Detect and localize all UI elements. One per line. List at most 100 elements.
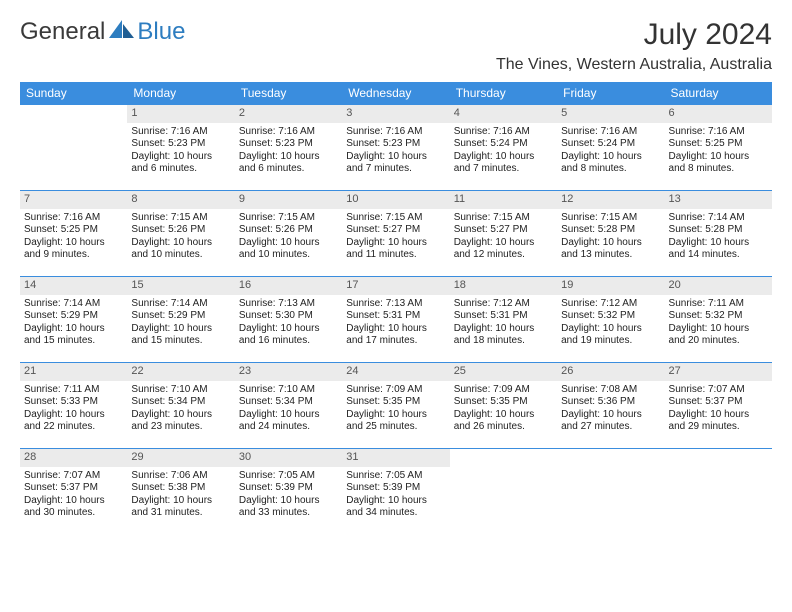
calendar-week-row: 21Sunrise: 7:11 AMSunset: 5:33 PMDayligh… <box>20 363 772 449</box>
day-number: 4 <box>450 105 557 123</box>
day-info-line: Sunset: 5:25 PM <box>24 224 123 237</box>
calendar-day-cell: 1Sunrise: 7:16 AMSunset: 5:23 PMDaylight… <box>127 105 234 191</box>
day-number: 20 <box>665 277 772 295</box>
dayname-sun: Sunday <box>20 82 127 105</box>
calendar-day-cell <box>665 449 772 535</box>
day-info-line: Sunrise: 7:15 AM <box>561 212 660 225</box>
day-info-line: Daylight: 10 hours and 7 minutes. <box>346 151 445 176</box>
day-info-line: Sunset: 5:23 PM <box>131 138 230 151</box>
dayname-sat: Saturday <box>665 82 772 105</box>
day-number: 25 <box>450 363 557 381</box>
day-number: 1 <box>127 105 234 123</box>
day-info-line: Sunset: 5:35 PM <box>346 396 445 409</box>
day-info-line: Sunrise: 7:16 AM <box>669 126 768 139</box>
calendar-body: 1Sunrise: 7:16 AMSunset: 5:23 PMDaylight… <box>20 105 772 535</box>
day-info-line: Sunrise: 7:11 AM <box>669 298 768 311</box>
day-info-line: Daylight: 10 hours and 9 minutes. <box>24 237 123 262</box>
calendar-day-cell: 11 Sunrise: 7:15 AMSunset: 5:27 PMDayligh… <box>450 191 557 277</box>
day-info-line: Sunset: 5:23 PM <box>346 138 445 151</box>
day-info-line: Sunrise: 7:10 AM <box>239 384 338 397</box>
day-info-line: Daylight: 10 hours and 10 minutes. <box>131 237 230 262</box>
day-number: 15 <box>127 277 234 295</box>
day-info-line: Sunset: 5:28 PM <box>561 224 660 237</box>
calendar-day-cell: 22Sunrise: 7:10 AMSunset: 5:34 PMDayligh… <box>127 363 234 449</box>
calendar-day-cell: 25Sunrise: 7:09 AMSunset: 5:35 PMDayligh… <box>450 363 557 449</box>
day-info-line: Sunrise: 7:14 AM <box>669 212 768 225</box>
day-info-line: Sunset: 5:32 PM <box>561 310 660 323</box>
day-info-line: Sunset: 5:24 PM <box>561 138 660 151</box>
day-info-line: Sunrise: 7:12 AM <box>454 298 553 311</box>
calendar-week-row: 28Sunrise: 7:07 AMSunset: 5:37 PMDayligh… <box>20 449 772 535</box>
calendar-day-cell: 19Sunrise: 7:12 AMSunset: 5:32 PMDayligh… <box>557 277 664 363</box>
day-info-line: Sunset: 5:25 PM <box>669 138 768 151</box>
day-info-line: Daylight: 10 hours and 31 minutes. <box>131 495 230 520</box>
day-number: 3 <box>342 105 449 123</box>
day-info-line: Daylight: 10 hours and 18 minutes. <box>454 323 553 348</box>
day-info-line: Daylight: 10 hours and 8 minutes. <box>669 151 768 176</box>
calendar-day-cell: 5Sunrise: 7:16 AMSunset: 5:24 PMDaylight… <box>557 105 664 191</box>
day-number: 29 <box>127 449 234 467</box>
month-title: July 2024 <box>496 18 772 52</box>
day-info-line: Sunrise: 7:15 AM <box>239 212 338 225</box>
day-number: 7 <box>20 191 127 209</box>
calendar-day-cell: 31Sunrise: 7:05 AMSunset: 5:39 PMDayligh… <box>342 449 449 535</box>
day-number: 23 <box>235 363 342 381</box>
day-info-line: Sunrise: 7:07 AM <box>669 384 768 397</box>
calendar-day-cell <box>557 449 664 535</box>
day-number: 19 <box>557 277 664 295</box>
dayname-wed: Wednesday <box>342 82 449 105</box>
day-info-line: Sunset: 5:37 PM <box>24 482 123 495</box>
day-info-line: Sunrise: 7:14 AM <box>131 298 230 311</box>
dayname-tue: Tuesday <box>235 82 342 105</box>
calendar-day-cell: 2Sunrise: 7:16 AMSunset: 5:23 PMDaylight… <box>235 105 342 191</box>
day-info-line: Sunset: 5:37 PM <box>669 396 768 409</box>
day-info-line: Daylight: 10 hours and 33 minutes. <box>239 495 338 520</box>
logo: General Blue <box>20 18 185 46</box>
day-info-line: Sunrise: 7:16 AM <box>24 212 123 225</box>
day-info-line: Sunset: 5:31 PM <box>454 310 553 323</box>
day-info-line: Sunrise: 7:10 AM <box>131 384 230 397</box>
calendar-day-cell: 16Sunrise: 7:13 AMSunset: 5:30 PMDayligh… <box>235 277 342 363</box>
day-info-line: Sunset: 5:27 PM <box>454 224 553 237</box>
day-number: 2 <box>235 105 342 123</box>
day-info-line: Daylight: 10 hours and 6 minutes. <box>131 151 230 176</box>
calendar-day-cell: 20Sunrise: 7:11 AMSunset: 5:32 PMDayligh… <box>665 277 772 363</box>
calendar-day-cell: 13Sunrise: 7:14 AMSunset: 5:28 PMDayligh… <box>665 191 772 277</box>
day-info-line: Daylight: 10 hours and 7 minutes. <box>454 151 553 176</box>
day-info-line: Daylight: 10 hours and 15 minutes. <box>131 323 230 348</box>
day-info-line: Sunset: 5:33 PM <box>24 396 123 409</box>
calendar-day-cell: 17Sunrise: 7:13 AMSunset: 5:31 PMDayligh… <box>342 277 449 363</box>
calendar-day-cell: 10Sunrise: 7:15 AMSunset: 5:27 PMDayligh… <box>342 191 449 277</box>
day-info-line: Daylight: 10 hours and 20 minutes. <box>669 323 768 348</box>
day-info-line: Daylight: 10 hours and 6 minutes. <box>239 151 338 176</box>
logo-text-blue: Blue <box>137 18 185 46</box>
calendar-day-cell <box>20 105 127 191</box>
day-info-line: Sunset: 5:36 PM <box>561 396 660 409</box>
location: The Vines, Western Australia, Australia <box>496 56 772 74</box>
calendar-day-cell: 14Sunrise: 7:14 AMSunset: 5:29 PMDayligh… <box>20 277 127 363</box>
day-info-line: Daylight: 10 hours and 26 minutes. <box>454 409 553 434</box>
day-number: 9 <box>235 191 342 209</box>
day-info-line: Sunrise: 7:05 AM <box>239 470 338 483</box>
day-info-line: Sunrise: 7:15 AM <box>131 212 230 225</box>
day-info-line: Daylight: 10 hours and 27 minutes. <box>561 409 660 434</box>
day-info-line: Sunset: 5:30 PM <box>239 310 338 323</box>
day-info-line: Daylight: 10 hours and 29 minutes. <box>669 409 768 434</box>
day-number: 22 <box>127 363 234 381</box>
day-number: 6 <box>665 105 772 123</box>
day-number: 14 <box>20 277 127 295</box>
day-number: 21 <box>20 363 127 381</box>
day-info-line: Sunset: 5:29 PM <box>24 310 123 323</box>
day-info-line: Sunrise: 7:07 AM <box>24 470 123 483</box>
calendar-table: Sunday Monday Tuesday Wednesday Thursday… <box>20 82 772 535</box>
day-info-line: Daylight: 10 hours and 12 minutes. <box>454 237 553 262</box>
day-info-line: Sunset: 5:39 PM <box>239 482 338 495</box>
day-info-line: Sunrise: 7:13 AM <box>239 298 338 311</box>
day-info-line: Sunrise: 7:15 AM <box>454 212 553 225</box>
day-info-line: Daylight: 10 hours and 25 minutes. <box>346 409 445 434</box>
day-info-line: Sunrise: 7:13 AM <box>346 298 445 311</box>
day-number: 10 <box>342 191 449 209</box>
day-info-line: Daylight: 10 hours and 10 minutes. <box>239 237 338 262</box>
day-number: 11 <box>450 191 557 209</box>
day-info-line: Daylight: 10 hours and 24 minutes. <box>239 409 338 434</box>
